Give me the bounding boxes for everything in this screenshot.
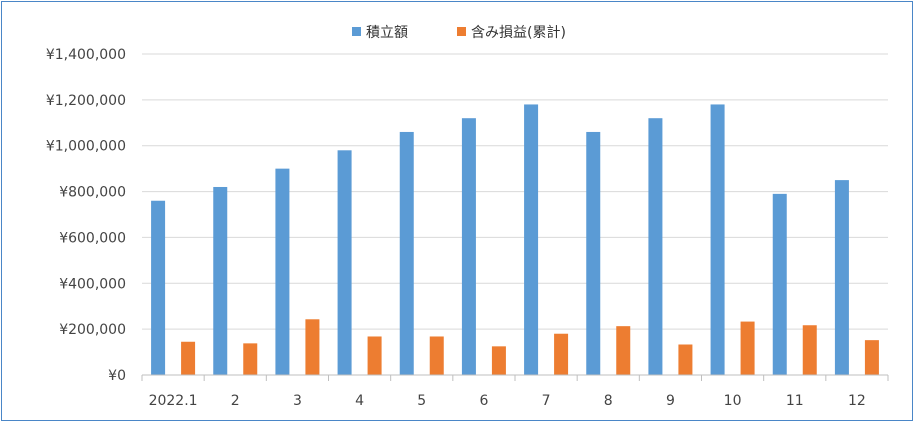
legend: 積立額 含み損益(累計)	[352, 25, 566, 41]
x-tick-label: 12	[848, 393, 866, 409]
y-tick-label: ¥1,000,000	[46, 139, 126, 155]
y-tick-label: ¥1,400,000	[46, 47, 126, 63]
bar-series-1	[772, 193, 787, 375]
bar-series-2	[305, 319, 320, 375]
bar-series-1	[337, 150, 352, 375]
bar-series-1	[648, 118, 663, 375]
x-tick-label: 2022.1	[149, 393, 198, 409]
y-tick-label: ¥400,000	[59, 276, 126, 292]
bar-series-2	[367, 336, 382, 375]
x-tick-label: 7	[542, 393, 551, 409]
bar-series-1	[461, 118, 476, 375]
y-tick-label: ¥1,200,000	[46, 93, 126, 109]
x-tick-label: 10	[724, 393, 742, 409]
bar-series-1	[834, 180, 849, 375]
legend-swatch-series-1	[352, 27, 361, 36]
bar-series-1	[586, 131, 601, 375]
bar-series-2	[243, 343, 258, 375]
bar-series-1	[399, 131, 414, 375]
bar-series-2	[802, 325, 817, 375]
x-axis: 2022.1 2 3 4 5 6 7 8 9 10 11 12	[141, 374, 889, 409]
legend-label-series-1: 積立額	[366, 25, 408, 41]
y-axis-ticks: ¥0 ¥200,000 ¥400,000 ¥600,000 ¥800,000 ¥1,000…	[46, 47, 126, 384]
y-tick-label: ¥0	[108, 368, 126, 384]
bar-series-1	[524, 104, 539, 375]
legend-swatch-series-2	[457, 27, 466, 36]
x-tick-label: 8	[604, 393, 613, 409]
bar-series-1	[275, 168, 290, 375]
bars	[151, 104, 879, 375]
legend-label-series-2: 含み損益(累計)	[471, 25, 566, 41]
x-tick-label: 6	[479, 393, 488, 409]
x-tick-label: 5	[417, 393, 426, 409]
y-tick-label: ¥600,000	[59, 230, 126, 246]
bar-series-2	[678, 344, 693, 375]
x-tick-label: 11	[786, 393, 804, 409]
x-tick-label: 3	[293, 393, 302, 409]
bar-series-2	[181, 341, 196, 375]
gridlines	[142, 53, 888, 330]
bar-series-2	[616, 326, 631, 375]
bar-series-2	[491, 346, 506, 375]
y-tick-label: ¥800,000	[59, 185, 126, 201]
bar-series-1	[213, 186, 228, 375]
bar-series-1	[710, 104, 725, 375]
bar-series-1	[151, 200, 166, 375]
bar-series-2	[554, 333, 569, 375]
bar-series-2	[429, 336, 444, 375]
x-tick-label: 9	[666, 393, 675, 409]
y-tick-label: ¥200,000	[59, 322, 126, 338]
bar-series-2	[864, 340, 879, 375]
x-tick-label: 4	[355, 393, 364, 409]
x-tick-label: 2	[231, 393, 240, 409]
bar-series-2	[740, 321, 755, 375]
